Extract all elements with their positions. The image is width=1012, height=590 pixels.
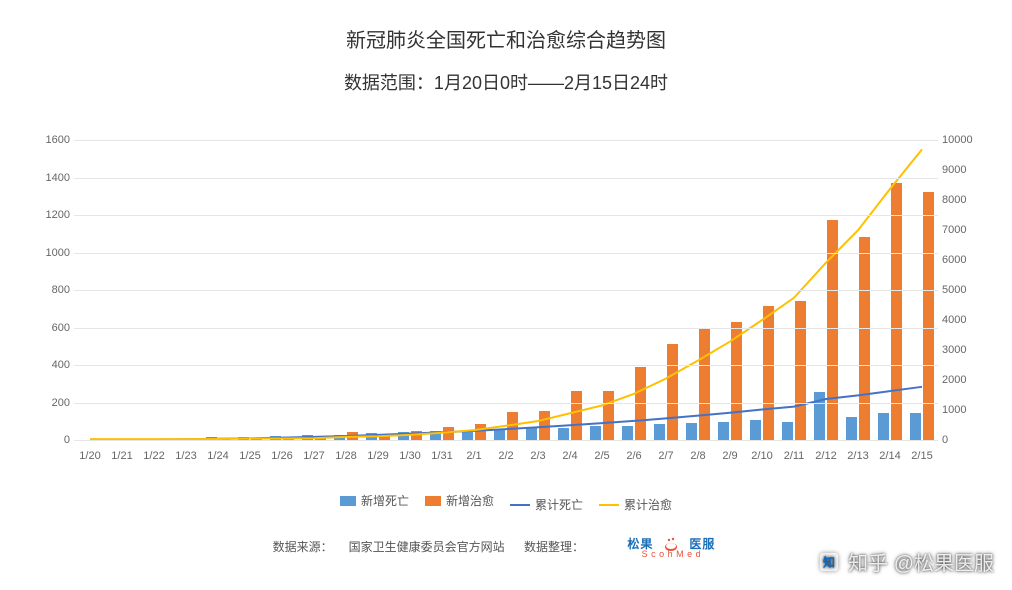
chart-subtitle: 数据范围：1月20日0时——2月15日24时	[0, 69, 1012, 95]
y-right-tick: 0	[942, 434, 980, 446]
zhihu-icon: 知	[818, 551, 840, 573]
grid-line	[74, 403, 938, 404]
legend-item-total_cured: 累计治愈	[599, 496, 672, 513]
x-tick: 2/2	[490, 450, 522, 462]
grid-line	[74, 290, 938, 291]
legend-label: 累计治愈	[624, 496, 672, 513]
y-right-tick: 4000	[942, 314, 980, 326]
legend-label: 累计死亡	[535, 496, 583, 513]
x-tick: 2/6	[618, 450, 650, 462]
brand-en: S c o h M e d	[642, 550, 702, 559]
x-tick: 2/15	[906, 450, 938, 462]
x-tick: 2/8	[682, 450, 714, 462]
grid-line	[74, 253, 938, 254]
y-left-tick: 1400	[32, 172, 70, 184]
y-right-tick: 5000	[942, 284, 980, 296]
x-tick: 2/9	[714, 450, 746, 462]
y-left-tick: 0	[32, 434, 70, 446]
grid-line	[74, 178, 938, 179]
line-total-deaths	[90, 387, 922, 440]
y-left-tick: 1000	[32, 247, 70, 259]
watermark-text: 知乎 @松果医服	[848, 547, 994, 576]
y-left-tick: 1600	[32, 134, 70, 146]
x-tick: 2/4	[554, 450, 586, 462]
legend-swatch	[510, 504, 530, 506]
x-tick: 1/31	[426, 450, 458, 462]
x-tick: 1/23	[170, 450, 202, 462]
y-right-tick: 9000	[942, 164, 980, 176]
legend: 新增死亡 新增治愈 累计死亡 累计治愈	[0, 492, 1012, 513]
grid-line	[74, 440, 938, 441]
chart: 0200400600800100012001400160001000200030…	[32, 140, 980, 480]
legend-label: 新增死亡	[361, 492, 409, 509]
grid-line	[74, 215, 938, 216]
y-right-tick: 1000	[942, 404, 980, 416]
brand-logo: 松果 医服 S c o h M e d	[603, 536, 739, 559]
title-area: 新冠肺炎全国死亡和治愈综合趋势图 数据范围：1月20日0时——2月15日24时	[0, 0, 1012, 95]
x-tick: 2/1	[458, 450, 490, 462]
y-left-tick: 800	[32, 284, 70, 296]
x-tick: 1/24	[202, 450, 234, 462]
y-left-tick: 400	[32, 359, 70, 371]
y-left-tick: 200	[32, 397, 70, 409]
watermark: 知 知乎 @松果医服	[818, 547, 994, 576]
y-right-tick: 10000	[942, 134, 980, 146]
x-tick: 1/21	[106, 450, 138, 462]
legend-swatch	[599, 504, 619, 506]
plot-area: 0200400600800100012001400160001000200030…	[74, 140, 938, 440]
y-right-tick: 8000	[942, 194, 980, 206]
chart-title: 新冠肺炎全国死亡和治愈综合趋势图	[0, 24, 1012, 53]
legend-swatch	[340, 496, 356, 506]
x-tick: 2/7	[650, 450, 682, 462]
x-tick: 1/29	[362, 450, 394, 462]
legend-item-new_cured: 新增治愈	[425, 492, 494, 509]
x-tick: 2/12	[810, 450, 842, 462]
y-right-tick: 2000	[942, 374, 980, 386]
source-org-label: 数据整理：	[524, 540, 584, 554]
grid-line	[74, 328, 938, 329]
legend-item-total_deaths: 累计死亡	[510, 496, 583, 513]
x-tick: 1/27	[298, 450, 330, 462]
legend-swatch	[425, 496, 441, 506]
source-from-value: 国家卫生健康委员会官方网站	[349, 540, 505, 554]
y-right-tick: 3000	[942, 344, 980, 356]
y-left-tick: 600	[32, 322, 70, 334]
y-left-tick: 1200	[32, 209, 70, 221]
x-tick: 1/30	[394, 450, 426, 462]
x-tick: 2/5	[586, 450, 618, 462]
x-tick: 1/26	[266, 450, 298, 462]
source-from-label: 数据来源：	[273, 540, 333, 554]
x-tick: 2/14	[874, 450, 906, 462]
legend-item-new_deaths: 新增死亡	[340, 492, 409, 509]
x-tick: 2/3	[522, 450, 554, 462]
legend-label: 新增治愈	[446, 492, 494, 509]
svg-text:知: 知	[822, 555, 835, 569]
x-tick: 1/20	[74, 450, 106, 462]
x-tick: 1/25	[234, 450, 266, 462]
x-tick: 2/13	[842, 450, 874, 462]
x-tick: 1/28	[330, 450, 362, 462]
x-tick: 2/10	[746, 450, 778, 462]
x-axis-labels: 1/201/211/221/231/241/251/261/271/281/29…	[74, 450, 938, 462]
grid-line	[74, 365, 938, 366]
x-tick: 1/22	[138, 450, 170, 462]
x-tick: 2/11	[778, 450, 810, 462]
y-right-tick: 6000	[942, 254, 980, 266]
y-right-tick: 7000	[942, 224, 980, 236]
grid-line	[74, 140, 938, 141]
line-total-cured	[90, 149, 922, 439]
